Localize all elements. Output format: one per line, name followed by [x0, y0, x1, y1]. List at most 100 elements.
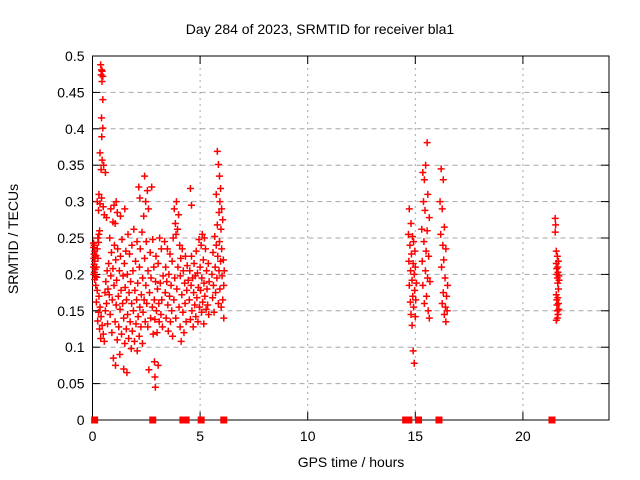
data-point-plus — [200, 234, 208, 242]
data-point-plus — [148, 303, 156, 311]
y-tick-label: 0.15 — [57, 303, 84, 319]
data-point-plus — [130, 337, 138, 345]
data-point-plus — [140, 212, 148, 220]
data-point-plus — [113, 336, 121, 344]
x-tick-label: 5 — [196, 428, 204, 444]
data-point-plus — [115, 323, 123, 331]
data-point-plus — [95, 206, 103, 214]
data-point-plus — [127, 278, 135, 286]
data-point-plus — [190, 289, 198, 297]
data-point-plus — [211, 233, 219, 241]
data-point-plus — [123, 270, 131, 278]
data-point-plus — [97, 313, 105, 321]
data-point-plus — [103, 267, 111, 275]
data-point-plus — [162, 263, 170, 271]
data-point-plus — [438, 300, 446, 308]
data-point-plus — [118, 330, 126, 338]
data-point-plus — [142, 198, 150, 206]
data-point-plus — [425, 214, 433, 222]
data-point-plus — [124, 230, 132, 238]
data-point-plus — [123, 296, 131, 304]
data-point-plus — [129, 307, 137, 315]
data-point-plus — [127, 345, 135, 353]
x-tick-label: 10 — [300, 428, 316, 444]
data-point-plus — [181, 300, 189, 308]
data-point-plus — [139, 308, 147, 316]
data-point-plus — [143, 300, 151, 308]
data-point-plus — [215, 238, 223, 246]
data-point-plus — [101, 307, 109, 315]
data-point-plus — [93, 245, 101, 253]
data-point-plus — [157, 245, 165, 253]
data-point-plus — [410, 270, 418, 278]
data-point-plus — [143, 187, 151, 195]
data-point-plus — [154, 259, 162, 267]
data-point-plus — [213, 274, 221, 282]
data-point-plus — [170, 205, 178, 213]
data-point-plus — [135, 263, 143, 271]
data-point-plus — [144, 267, 152, 275]
data-point-plus — [114, 245, 122, 253]
data-point-plus — [425, 252, 433, 260]
data-point-plus — [212, 190, 220, 198]
data-point-plus — [133, 347, 141, 355]
data-point-plus — [555, 276, 563, 284]
data-point-plus — [218, 272, 226, 280]
data-point-plus — [190, 259, 198, 267]
data-point-plus — [126, 250, 134, 258]
data-point-plus — [122, 247, 130, 255]
y-tick-label: 0.35 — [57, 157, 84, 173]
data-point-plus — [220, 281, 228, 289]
data-point-plus — [424, 307, 432, 315]
data-point-plus — [439, 289, 447, 297]
data-point-square — [548, 416, 556, 424]
data-point-plus — [166, 292, 174, 300]
data-point-plus — [132, 257, 140, 265]
data-point-plus — [407, 310, 415, 318]
data-point-plus — [211, 263, 219, 271]
data-point-plus — [421, 206, 429, 214]
data-point-plus — [110, 241, 118, 249]
data-point-plus — [199, 298, 207, 306]
data-point-plus — [111, 219, 119, 227]
data-point-plus — [204, 259, 212, 267]
data-point-plus — [213, 221, 221, 229]
data-point-plus — [149, 235, 157, 243]
data-point-plus — [108, 296, 116, 304]
data-point-plus — [151, 383, 159, 391]
data-point-plus — [140, 296, 148, 304]
data-point-plus — [552, 247, 560, 255]
data-point-plus — [114, 292, 122, 300]
data-point-plus — [142, 238, 150, 246]
data-point-plus — [419, 198, 427, 206]
data-point-square — [182, 416, 190, 424]
data-point-plus — [139, 274, 147, 282]
data-point-plus — [423, 139, 431, 147]
data-point-plus — [186, 267, 194, 275]
data-point-plus — [553, 314, 561, 322]
data-point-plus — [195, 303, 203, 311]
data-point-plus — [146, 289, 154, 297]
data-point-plus — [118, 235, 126, 243]
data-point-plus — [166, 250, 174, 258]
data-point-plus — [90, 243, 98, 251]
data-point-plus — [408, 276, 416, 284]
data-point-plus — [169, 332, 177, 340]
data-point-plus — [554, 257, 562, 265]
data-point-plus — [98, 321, 106, 329]
data-point-plus — [215, 209, 223, 217]
data-point-plus — [196, 263, 204, 271]
data-point-plus — [411, 313, 419, 321]
data-point-plus — [179, 308, 187, 316]
data-point-plus — [145, 366, 153, 374]
data-point-plus — [109, 354, 117, 362]
data-point-plus — [404, 230, 412, 238]
data-point-plus — [407, 267, 415, 275]
data-point-plus — [204, 301, 212, 309]
data-point-square — [435, 416, 443, 424]
data-point-plus — [115, 267, 123, 275]
data-point-plus — [150, 358, 158, 366]
data-point-plus — [99, 124, 107, 132]
data-point-plus — [410, 238, 418, 246]
